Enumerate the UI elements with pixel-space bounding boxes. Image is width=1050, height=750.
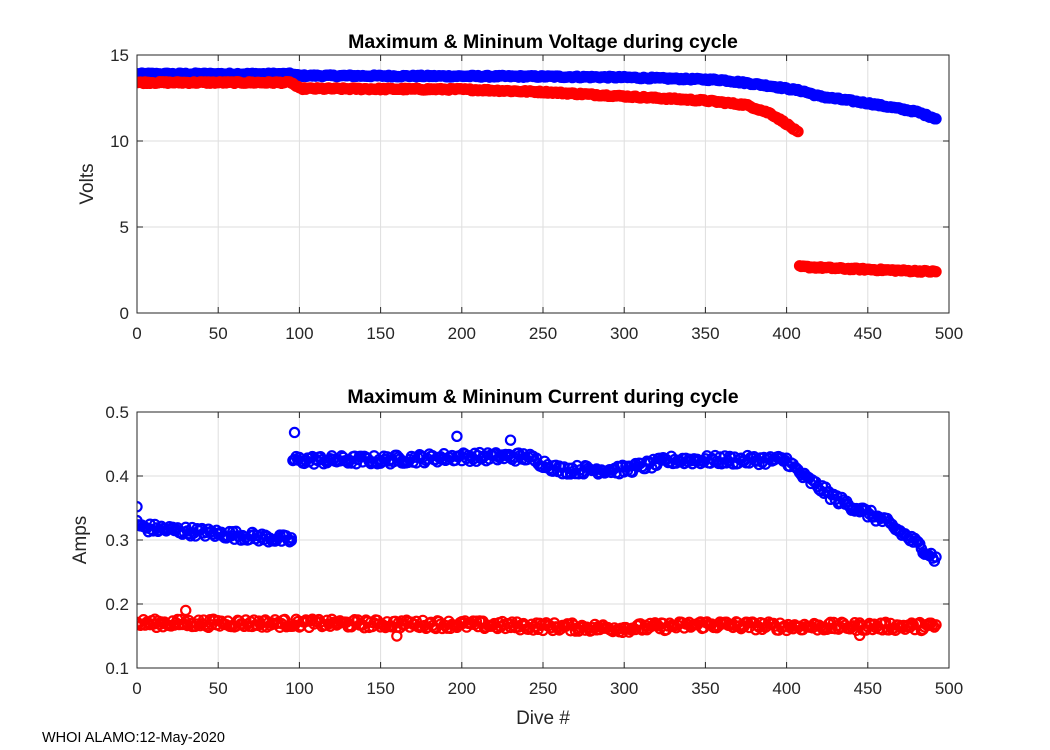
x-tick-label: 350 [691,679,719,698]
y-tick-label: 0.3 [105,531,129,550]
data-point [930,619,942,631]
data-point [930,113,942,125]
x-tick-label: 150 [366,679,394,698]
data-point [288,426,301,439]
current-y-axis-label: Amps [70,516,91,565]
series-maximum-current [137,426,942,567]
x-tick-label: 100 [285,679,313,698]
x-tick-label: 150 [366,324,394,343]
x-tick-label: 200 [448,679,476,698]
x-tick-label: 300 [610,324,638,343]
x-tick-label: 200 [448,324,476,343]
data-point [285,534,297,547]
data-point [137,501,143,513]
x-tick-label: 450 [854,324,882,343]
y-tick-label: 0.2 [105,595,129,614]
y-tick-label: 0.5 [105,403,129,422]
data-point [930,551,942,563]
x-tick-label: 250 [529,324,557,343]
footer-stamp: WHOI ALAMO:12-May-2020 [42,730,225,746]
data-point [183,527,195,540]
data-point [853,629,866,642]
x-tick-label: 500 [935,324,963,343]
data-point [451,430,463,443]
x-tick-label: 350 [691,324,719,343]
x-tick-label: 250 [529,679,557,698]
y-tick-label: 15 [110,46,129,65]
current-chart: Maximum & Mininum Current during cycle A… [70,386,963,729]
series-minimum-current [137,604,942,642]
data-point [391,630,403,642]
x-tick-label: 500 [935,679,963,698]
data-point [180,604,192,617]
y-tick-label: 0.1 [105,659,129,678]
x-tick-label: 300 [610,679,638,698]
x-tick-label: 0 [132,324,141,343]
data-point [792,125,804,138]
series-maximum-voltage [137,67,942,125]
x-tick-label: 400 [772,324,800,343]
current-chart-title: Maximum & Mininum Current during cycle [347,386,738,408]
plot-area [137,426,942,642]
y-tick-label: 5 [120,218,129,237]
y-tick-label: 0.4 [105,467,129,486]
voltage-y-axis-label: Volts [77,163,98,204]
current-x-axis-label: Dive # [516,708,570,729]
voltage-chart-title: Maximum & Mininum Voltage during cycle [348,31,738,53]
x-tick-label: 450 [854,679,882,698]
voltage-chart: Maximum & Mininum Voltage during cycle V… [77,31,963,343]
data-point [504,434,517,446]
x-tick-label: 100 [285,324,313,343]
x-tick-label: 50 [209,679,228,698]
plot-area [137,67,942,278]
y-tick-label: 0 [120,304,129,323]
x-tick-label: 0 [132,679,141,698]
x-tick-label: 400 [772,679,800,698]
y-tick-label: 10 [110,132,129,151]
data-point [865,504,877,517]
data-point [930,265,942,278]
x-tick-label: 50 [209,324,228,343]
series-minimum-voltage [137,75,942,278]
